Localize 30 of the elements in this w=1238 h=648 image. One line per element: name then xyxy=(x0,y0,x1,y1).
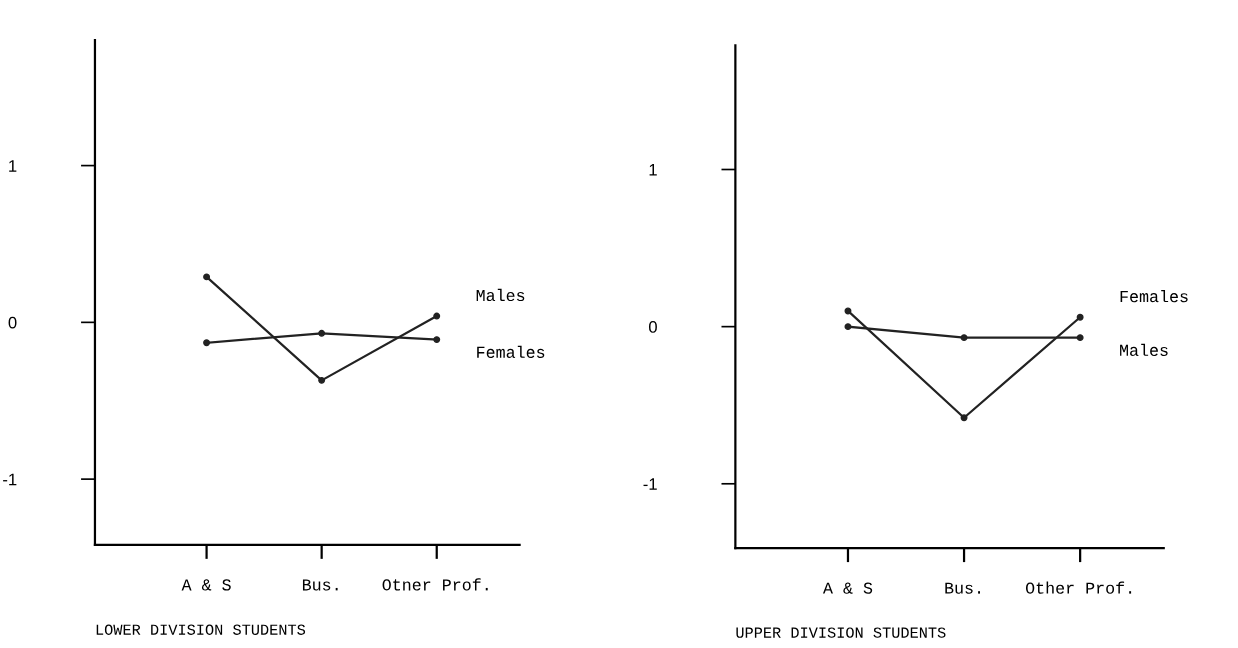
point xyxy=(203,339,211,347)
point xyxy=(960,414,968,422)
x-tick-label: A & S xyxy=(822,582,873,594)
y-tick-label: 1 xyxy=(649,164,657,176)
y-tick-label: 0 xyxy=(8,316,17,329)
point xyxy=(844,307,852,315)
text: Females xyxy=(477,345,545,358)
point xyxy=(203,273,211,281)
x-tick-label: Bus. xyxy=(302,579,338,591)
point xyxy=(433,336,441,344)
point xyxy=(960,334,968,342)
point xyxy=(318,329,326,337)
x-tick-label: Other Prof. xyxy=(1025,581,1132,594)
point xyxy=(433,312,441,320)
y-tick-label: -1 xyxy=(3,473,17,486)
text: UPPER DIVISION STUDENTS xyxy=(736,627,946,638)
y-tick-label: 1 xyxy=(9,160,17,172)
point xyxy=(844,323,852,331)
y-tick-label: -1 xyxy=(643,478,657,490)
x-tick-label: Otner Prof. xyxy=(382,578,488,591)
point xyxy=(1076,334,1084,342)
point xyxy=(1076,313,1084,321)
x-tick-label: A & S xyxy=(181,579,231,591)
y-tick-label: 0 xyxy=(648,321,657,333)
x-tick-label: Bus. xyxy=(945,582,980,594)
text: Females xyxy=(1120,290,1188,303)
text: Males xyxy=(1120,343,1168,356)
text: Males xyxy=(476,288,525,302)
text: LOWER DIVISION STUDENTS xyxy=(96,624,306,635)
point xyxy=(318,376,326,384)
